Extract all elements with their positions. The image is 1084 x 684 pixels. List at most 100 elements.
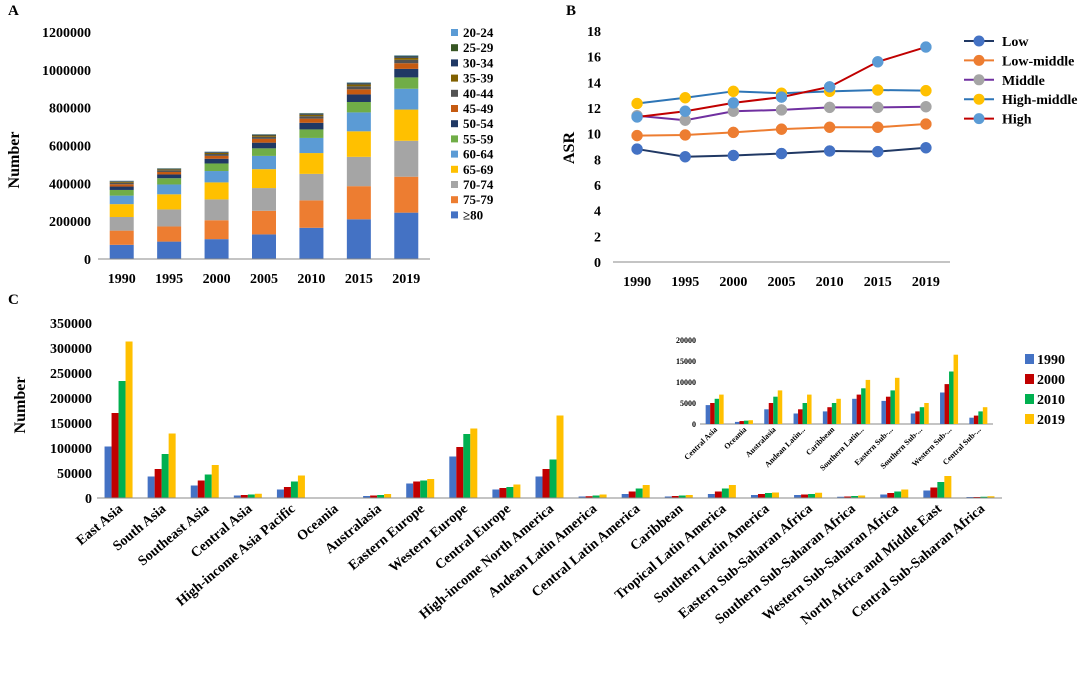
panel-c-legend-label-2019: 2019 bbox=[1037, 413, 1065, 428]
panel-a-bar-1990-45-49 bbox=[109, 184, 134, 187]
panel-c-bar-australasia-2019 bbox=[384, 494, 392, 498]
panel-a-bar-1990-35-39 bbox=[109, 181, 134, 183]
panel-a-legend-swatch-70-74 bbox=[451, 181, 458, 188]
panel-c-ytick-label: 150000 bbox=[50, 417, 92, 432]
panel-c-ytick-label: 100000 bbox=[50, 442, 92, 457]
panel-c-bar-caribbean-2010 bbox=[678, 495, 686, 498]
panel-c-bar-south-asia-2000 bbox=[154, 469, 162, 498]
panel-b-xtick-label: 2019 bbox=[912, 275, 940, 290]
panel-b-xtick-label: 2005 bbox=[768, 275, 796, 290]
panel-b-ytick-label: 8 bbox=[594, 153, 601, 168]
panel-a-bar-2000-ge80 bbox=[204, 239, 229, 259]
panel-a-bar-2015-55-59 bbox=[346, 101, 371, 113]
panel-a-bar-1995-60-64 bbox=[157, 184, 182, 195]
panel-a-bar-2019-60-64 bbox=[394, 88, 419, 110]
panel-c-bar-north-africa-and-middle-east-2000 bbox=[930, 487, 938, 498]
panel-c-bar-high-income-asia-pacific-2010 bbox=[290, 481, 298, 498]
panel-b-legend-marker-low-middle bbox=[973, 54, 985, 66]
panel-c-inset-ytick-label: 15000 bbox=[676, 357, 696, 366]
panel-a-bar-2019-50-54 bbox=[394, 68, 419, 78]
panel-b-point-middle-2010 bbox=[823, 101, 836, 114]
panel-a-legend-swatch-50-54 bbox=[451, 120, 458, 128]
panel-a-legend-swatch-ge80 bbox=[451, 211, 458, 219]
panel-c-bar-central-latin-america-2010 bbox=[635, 488, 643, 498]
panel-c-bar-high-income-north-america-1990 bbox=[535, 476, 543, 498]
panel-c-bar-high-income-asia-pacific-2000 bbox=[283, 487, 291, 498]
panel-label-c: C bbox=[8, 292, 19, 308]
panel-c-bar-tropical-latin-america-2019 bbox=[728, 485, 736, 498]
panel-a-bar-1995-30-34 bbox=[157, 168, 182, 170]
panel-a-bar-2005-40-44 bbox=[252, 136, 276, 139]
panel-a-bar-2019-35-39 bbox=[394, 57, 419, 60]
panel-c-bar-western-sub-saharan-africa-2010 bbox=[894, 491, 902, 498]
panel-c-bar-north-africa-and-middle-east-2019 bbox=[944, 476, 952, 498]
panel-b-point-high-middle-1995 bbox=[679, 91, 691, 104]
panel-c-inset-bar-caribbean-2019 bbox=[836, 398, 841, 424]
panel-c-inset-bar-oceania-2000 bbox=[739, 421, 744, 424]
panel-c-ylabel: Number bbox=[12, 377, 29, 434]
panel-b-point-low-2015 bbox=[872, 145, 884, 158]
panel-a-ytick-label: 1200000 bbox=[42, 26, 91, 41]
panel-a-xtick-label: 2010 bbox=[297, 272, 325, 287]
panel-c-bar-western-europe-2000 bbox=[456, 447, 464, 498]
panel-c-bar-east-asia-2010 bbox=[118, 381, 126, 498]
panel-b-point-high-2019 bbox=[920, 41, 932, 53]
panel-b-point-low-middle-2010 bbox=[823, 121, 836, 133]
panel-a-xticks: 1990 1995 2000 2005 2010 2015 2019 bbox=[108, 272, 421, 287]
panel-a-bar-1990-55-59 bbox=[109, 189, 134, 196]
panel-a-xtick-label: 2005 bbox=[250, 272, 278, 287]
panel-a-bar-1995-ge80 bbox=[157, 241, 182, 259]
panel-a-bar-2019-30-34 bbox=[394, 56, 419, 58]
panel-a-legend-swatch-30-34 bbox=[451, 59, 458, 67]
panel-a-bar-2015-45-49 bbox=[346, 89, 371, 95]
panel-a-bar-1995-70-74 bbox=[157, 209, 182, 227]
panel-c-bar-north-africa-and-middle-east-2010 bbox=[937, 482, 945, 498]
panel-a-bar-2000-70-74 bbox=[204, 199, 229, 221]
panel-c-bar-tropical-latin-america-1990 bbox=[707, 494, 715, 498]
panel-b-point-low-1995 bbox=[679, 151, 691, 163]
panel-a-bar-2000-45-49 bbox=[204, 155, 229, 159]
panel-a-legend-label-30-34: 30-34 bbox=[463, 55, 494, 70]
panel-b-point-middle-2005 bbox=[775, 104, 788, 116]
panel-c-inset-bar-eastern-sub-2000 bbox=[885, 396, 891, 424]
panel-b-point-high-middle-2019 bbox=[920, 84, 932, 97]
panel-a-bar-2010-40-44 bbox=[299, 116, 324, 119]
panel-b-point-low-2010 bbox=[823, 145, 836, 157]
panel-a-bar-2005-ge80 bbox=[252, 234, 276, 259]
panel-c-bar-south-asia-2019 bbox=[168, 433, 176, 498]
panel-a-ytick-label: 0 bbox=[84, 253, 91, 268]
panel-a-bar-2015-65-69 bbox=[346, 131, 371, 157]
panel-a-bar-2015-ge80 bbox=[346, 219, 371, 259]
panel-b-ytick-label: 4 bbox=[594, 205, 601, 220]
panel-a-bar-1990-60-64 bbox=[109, 195, 134, 205]
panel-a-bar-1990-50-54 bbox=[109, 186, 134, 190]
panel-c-inset-bar-central-asia-2010 bbox=[714, 398, 720, 424]
panel-a-legend-label-75-79: 75-79 bbox=[463, 192, 494, 207]
panel-a-legend-swatch-45-49 bbox=[451, 105, 458, 112]
panel-c-inset-bar-central-sub-2019 bbox=[982, 407, 988, 424]
panel-a-yticks: 0 200000 400000 600000 800000 1000000 1200000 bbox=[42, 26, 91, 268]
panel-c-bar-central-sub-saharan-africa-2010 bbox=[980, 496, 988, 498]
panel-b-xtick-label: 1995 bbox=[671, 275, 699, 290]
panel-a-bar-2019-45-49 bbox=[394, 63, 419, 69]
panel-a-legend-label-45-49: 45-49 bbox=[463, 101, 494, 116]
panel-c-bar-south-asia-1990 bbox=[147, 476, 155, 498]
panel-c-inset-bar-central-sub-2010 bbox=[978, 411, 983, 424]
panel-a-ytick-label: 400000 bbox=[49, 177, 91, 192]
panel-c-bar-central-europe-2010 bbox=[506, 487, 514, 498]
panel-b-ytick-label: 0 bbox=[594, 256, 601, 271]
panel-a-bar-1995-55-59 bbox=[157, 178, 182, 185]
panel-b-point-low-1990 bbox=[631, 143, 643, 155]
panel-b-point-low-middle-2005 bbox=[775, 123, 788, 135]
panel-c-legend-swatch-2000 bbox=[1025, 374, 1034, 384]
panel-c-inset-bar-andean-latin-2000 bbox=[798, 409, 803, 424]
panel-a-bar-2019-ge80 bbox=[394, 212, 419, 259]
panel-c-bar-southern-sub-saharan-africa-1990 bbox=[837, 496, 845, 498]
panel-a-bar-2005-30-34 bbox=[252, 134, 276, 136]
panel-c-bar-southern-latin-america-2019 bbox=[771, 492, 779, 498]
panel-a-bar-2015-75-79 bbox=[346, 186, 371, 220]
panel-b-point-low-2019 bbox=[920, 142, 932, 154]
